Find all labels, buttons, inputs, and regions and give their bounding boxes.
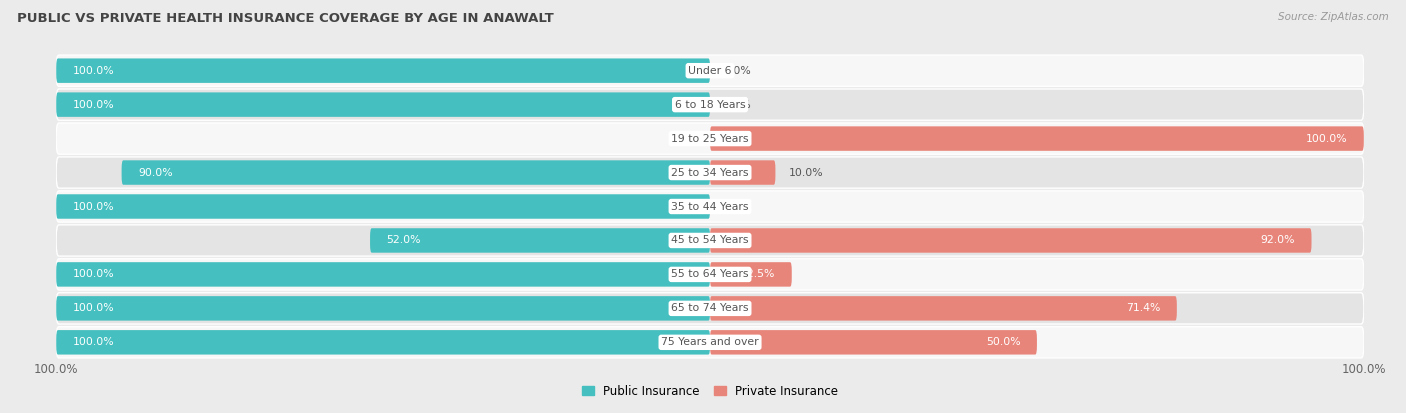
FancyBboxPatch shape [56, 55, 1364, 86]
FancyBboxPatch shape [56, 123, 1364, 154]
Text: Under 6: Under 6 [689, 66, 731, 76]
Text: 55 to 64 Years: 55 to 64 Years [671, 269, 749, 280]
Text: 100.0%: 100.0% [73, 66, 114, 76]
Text: 50.0%: 50.0% [986, 337, 1021, 347]
FancyBboxPatch shape [56, 89, 1364, 120]
Text: 100.0%: 100.0% [73, 269, 114, 280]
FancyBboxPatch shape [56, 194, 710, 219]
FancyBboxPatch shape [56, 225, 1364, 256]
Legend: Public Insurance, Private Insurance: Public Insurance, Private Insurance [578, 380, 842, 402]
Text: 90.0%: 90.0% [138, 168, 173, 178]
Text: 100.0%: 100.0% [73, 337, 114, 347]
Text: PUBLIC VS PRIVATE HEALTH INSURANCE COVERAGE BY AGE IN ANAWALT: PUBLIC VS PRIVATE HEALTH INSURANCE COVER… [17, 12, 554, 25]
FancyBboxPatch shape [710, 228, 1312, 253]
Text: 45 to 54 Years: 45 to 54 Years [671, 235, 749, 245]
Text: 65 to 74 Years: 65 to 74 Years [671, 304, 749, 313]
FancyBboxPatch shape [56, 157, 1364, 188]
FancyBboxPatch shape [56, 293, 1364, 324]
Text: 52.0%: 52.0% [387, 235, 420, 245]
Text: 71.4%: 71.4% [1126, 304, 1160, 313]
FancyBboxPatch shape [56, 59, 710, 83]
Text: 19 to 25 Years: 19 to 25 Years [671, 133, 749, 144]
Text: 0.0%: 0.0% [723, 66, 751, 76]
Text: 25 to 34 Years: 25 to 34 Years [671, 168, 749, 178]
Text: 100.0%: 100.0% [1306, 133, 1347, 144]
Text: 0.0%: 0.0% [723, 202, 751, 211]
Text: 100.0%: 100.0% [73, 100, 114, 109]
Text: 100.0%: 100.0% [73, 202, 114, 211]
FancyBboxPatch shape [56, 93, 710, 117]
Text: 6 to 18 Years: 6 to 18 Years [675, 100, 745, 109]
Text: 0.0%: 0.0% [669, 133, 697, 144]
FancyBboxPatch shape [710, 126, 1364, 151]
Text: 35 to 44 Years: 35 to 44 Years [671, 202, 749, 211]
Text: 75 Years and over: 75 Years and over [661, 337, 759, 347]
Text: 92.0%: 92.0% [1261, 235, 1295, 245]
Text: 0.0%: 0.0% [723, 100, 751, 109]
FancyBboxPatch shape [56, 191, 1364, 222]
FancyBboxPatch shape [710, 330, 1038, 354]
FancyBboxPatch shape [122, 160, 710, 185]
Text: Source: ZipAtlas.com: Source: ZipAtlas.com [1278, 12, 1389, 22]
FancyBboxPatch shape [710, 296, 1177, 320]
FancyBboxPatch shape [56, 327, 1364, 358]
FancyBboxPatch shape [56, 296, 710, 320]
Text: 100.0%: 100.0% [73, 304, 114, 313]
FancyBboxPatch shape [710, 262, 792, 287]
FancyBboxPatch shape [370, 228, 710, 253]
Text: 10.0%: 10.0% [789, 168, 823, 178]
FancyBboxPatch shape [56, 330, 710, 354]
FancyBboxPatch shape [710, 160, 776, 185]
FancyBboxPatch shape [56, 259, 1364, 290]
FancyBboxPatch shape [56, 262, 710, 287]
Text: 12.5%: 12.5% [741, 269, 776, 280]
